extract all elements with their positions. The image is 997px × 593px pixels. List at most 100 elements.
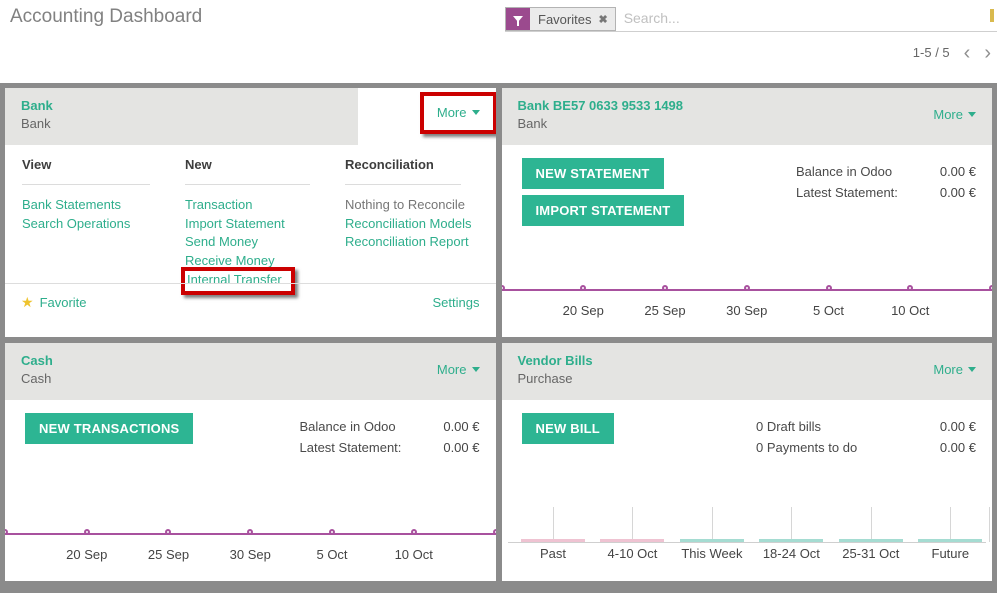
axis-label: Past [539, 546, 567, 561]
filter-icon [506, 8, 530, 30]
card-vendor-bills-subtitle: Purchase [517, 371, 573, 386]
stat-value: 0.00 € [939, 185, 976, 200]
card-bank-account-title[interactable]: Bank BE57 0633 9533 1498 [517, 98, 684, 113]
more-button[interactable]: More [933, 107, 976, 122]
menu-column-view: View Bank Statements Search Operations [22, 145, 185, 295]
card-bank: Bank Bank More View Bank Statements Sear… [5, 88, 496, 337]
menu-header-reconciliation: Reconciliation [345, 157, 434, 172]
bank-dropdown-footer: ★ Favorite Settings [5, 283, 496, 321]
menu-item-send-money[interactable]: Send Money [185, 234, 258, 249]
menu-column-reconciliation: Reconciliation Nothing to Reconcile Reco… [345, 145, 496, 295]
more-button[interactable]: More [437, 362, 480, 377]
card-bank-header-bg: Bank Bank [5, 88, 358, 145]
draft-bills-link[interactable]: 0 Draft bills [756, 419, 822, 434]
pager-prev-icon[interactable]: ‹ [963, 41, 971, 64]
menu-item-import-statement[interactable]: Import Statement [185, 215, 285, 231]
axis-label: 20 Sep [66, 547, 108, 562]
vendor-bills-bar-chart: Past 4-10 Oct This Week 18-24 Oct 25-31 … [502, 507, 993, 569]
axis-label: 10 Oct [394, 547, 433, 562]
favorites-filter-chip[interactable]: Favorites ✖ [505, 7, 616, 31]
top-bar: Accounting Dashboard Favorites ✖ 1-5 / 5… [0, 0, 997, 83]
settings-link[interactable]: Settings [432, 295, 480, 310]
stat-row: Balance in Odoo 0.00 € [300, 416, 480, 437]
card-cash: Cash Cash More NEW TRANSACTIONS Balance … [5, 343, 496, 581]
caret-down-icon [968, 367, 976, 372]
more-button[interactable]: More [437, 105, 480, 120]
card-bank-subtitle: Bank [21, 116, 51, 131]
search-bar[interactable]: Favorites ✖ [505, 7, 997, 32]
pager-range: 1-5 / 5 [912, 45, 950, 60]
card-bank-header: Bank Bank More [5, 88, 496, 145]
menu-item-nothing-to-reconcile: Nothing to Reconcile [345, 197, 465, 212]
new-statement-button[interactable]: NEW STATEMENT [521, 158, 664, 189]
stat-label: Latest Statement: [299, 440, 402, 455]
caret-down-icon [471, 110, 480, 115]
axis-label: 25 Sep [644, 303, 686, 318]
clipped-icon-fragment [990, 9, 994, 22]
stat-value: 0.00 € [443, 440, 480, 455]
import-statement-button[interactable]: IMPORT STATEMENT [521, 195, 685, 226]
menu-item-reconciliation-report[interactable]: Reconciliation Report [345, 234, 469, 249]
axis-label: 10 Oct [891, 303, 930, 318]
axis-label: Future [931, 546, 970, 561]
card-cash-subtitle: Cash [21, 371, 52, 386]
axis-label: This Week [681, 546, 743, 561]
menu-item-search-operations[interactable]: Search Operations [22, 215, 131, 231]
axis-label: 30 Sep [229, 547, 271, 562]
axis-label: 25-31 Oct [842, 546, 900, 561]
cash-sparkline-chart: 20 Sep 25 Sep 30 Sep 5 Oct 10 Oct [5, 521, 496, 575]
stat-row: Latest Statement: 0.00 € [796, 182, 976, 203]
bank-dropdown-menu: View Bank Statements Search Operations N… [5, 145, 496, 295]
page-title: Accounting Dashboard [10, 6, 203, 27]
payments-to-do-link[interactable]: 0 Payments to do [756, 440, 858, 455]
caret-down-icon [471, 367, 480, 372]
highlight-box-more: More [419, 92, 496, 134]
pager-next-icon[interactable]: › [984, 41, 991, 64]
axis-label: 4-10 Oct [607, 546, 658, 561]
menu-item-bank-statements[interactable]: Bank Statements [22, 197, 121, 212]
filter-chip-label: Favorites [538, 11, 592, 27]
card-vendor-bills-title[interactable]: Vendor Bills [517, 353, 593, 368]
axis-label: 30 Sep [726, 303, 768, 318]
bank-account-stats: Balance in Odoo 0.00 € Latest Statement:… [796, 161, 976, 203]
favorite-label[interactable]: Favorite [39, 295, 87, 310]
menu-column-new: New Transaction Import Statement Send Mo… [181, 145, 345, 295]
stat-label: Latest Statement: [796, 185, 898, 200]
menu-header-view: View [22, 157, 52, 172]
stat-row: 0 Draft bills 0.00 € [756, 416, 976, 437]
bank-account-sparkline-chart: 20 Sep 25 Sep 30 Sep 5 Oct 10 Oct [501, 277, 993, 331]
card-bank-title[interactable]: Bank [21, 98, 53, 113]
remove-filter-icon[interactable]: ✖ [598, 13, 608, 26]
card-cash-title[interactable]: Cash [21, 353, 53, 368]
card-vendor-bills-header: Vendor Bills Purchase [501, 343, 992, 400]
new-bill-button[interactable]: NEW BILL [521, 413, 614, 444]
favorite-star-icon[interactable]: ★ [21, 294, 34, 310]
card-cash-body: NEW TRANSACTIONS Balance in Odoo 0.00 € … [5, 400, 496, 500]
axis-label: 5 Oct [316, 547, 348, 562]
search-input[interactable] [615, 7, 916, 29]
menu-header-new: New [185, 157, 212, 172]
stat-label: Balance in Odoo [299, 419, 396, 434]
sparkline-axis-labels: 20 Sep 25 Sep 30 Sep 5 Oct 10 Oct [502, 303, 993, 319]
stat-row: Balance in Odoo 0.00 € [796, 161, 976, 182]
card-bank-account: Bank BE57 0633 9533 1498 Bank More NEW S… [501, 88, 993, 337]
pager: 1-5 / 5 ‹ › [912, 41, 991, 64]
menu-item-receive-money[interactable]: Receive Money [185, 252, 275, 268]
sparkline-axis-labels: 20 Sep 25 Sep 30 Sep 5 Oct 10 Oct [5, 547, 496, 563]
menu-item-reconciliation-models[interactable]: Reconciliation Models [345, 215, 472, 231]
menu-item-transaction[interactable]: Transaction [185, 197, 253, 212]
stat-value: 0.00 € [939, 440, 976, 455]
axis-label: 18-24 Oct [762, 546, 820, 561]
stat-row: 0 Payments to do 0.00 € [756, 437, 976, 458]
stat-label: Balance in Odoo [796, 164, 893, 179]
axis-label: 5 Oct [812, 303, 845, 318]
cash-stats: Balance in Odoo 0.00 € Latest Statement:… [300, 416, 480, 458]
more-button[interactable]: More [933, 362, 976, 377]
new-transactions-button[interactable]: NEW TRANSACTIONS [25, 413, 194, 444]
card-bank-account-subtitle: Bank [517, 116, 548, 131]
caret-down-icon [968, 112, 976, 117]
axis-label: 25 Sep [147, 547, 190, 562]
bar-chart-axis-labels: Past 4-10 Oct This Week 18-24 Oct 25-31 … [502, 546, 993, 562]
vendor-bills-stats: 0 Draft bills 0.00 € 0 Payments to do 0.… [756, 416, 976, 458]
card-cash-header: Cash Cash [5, 343, 496, 400]
